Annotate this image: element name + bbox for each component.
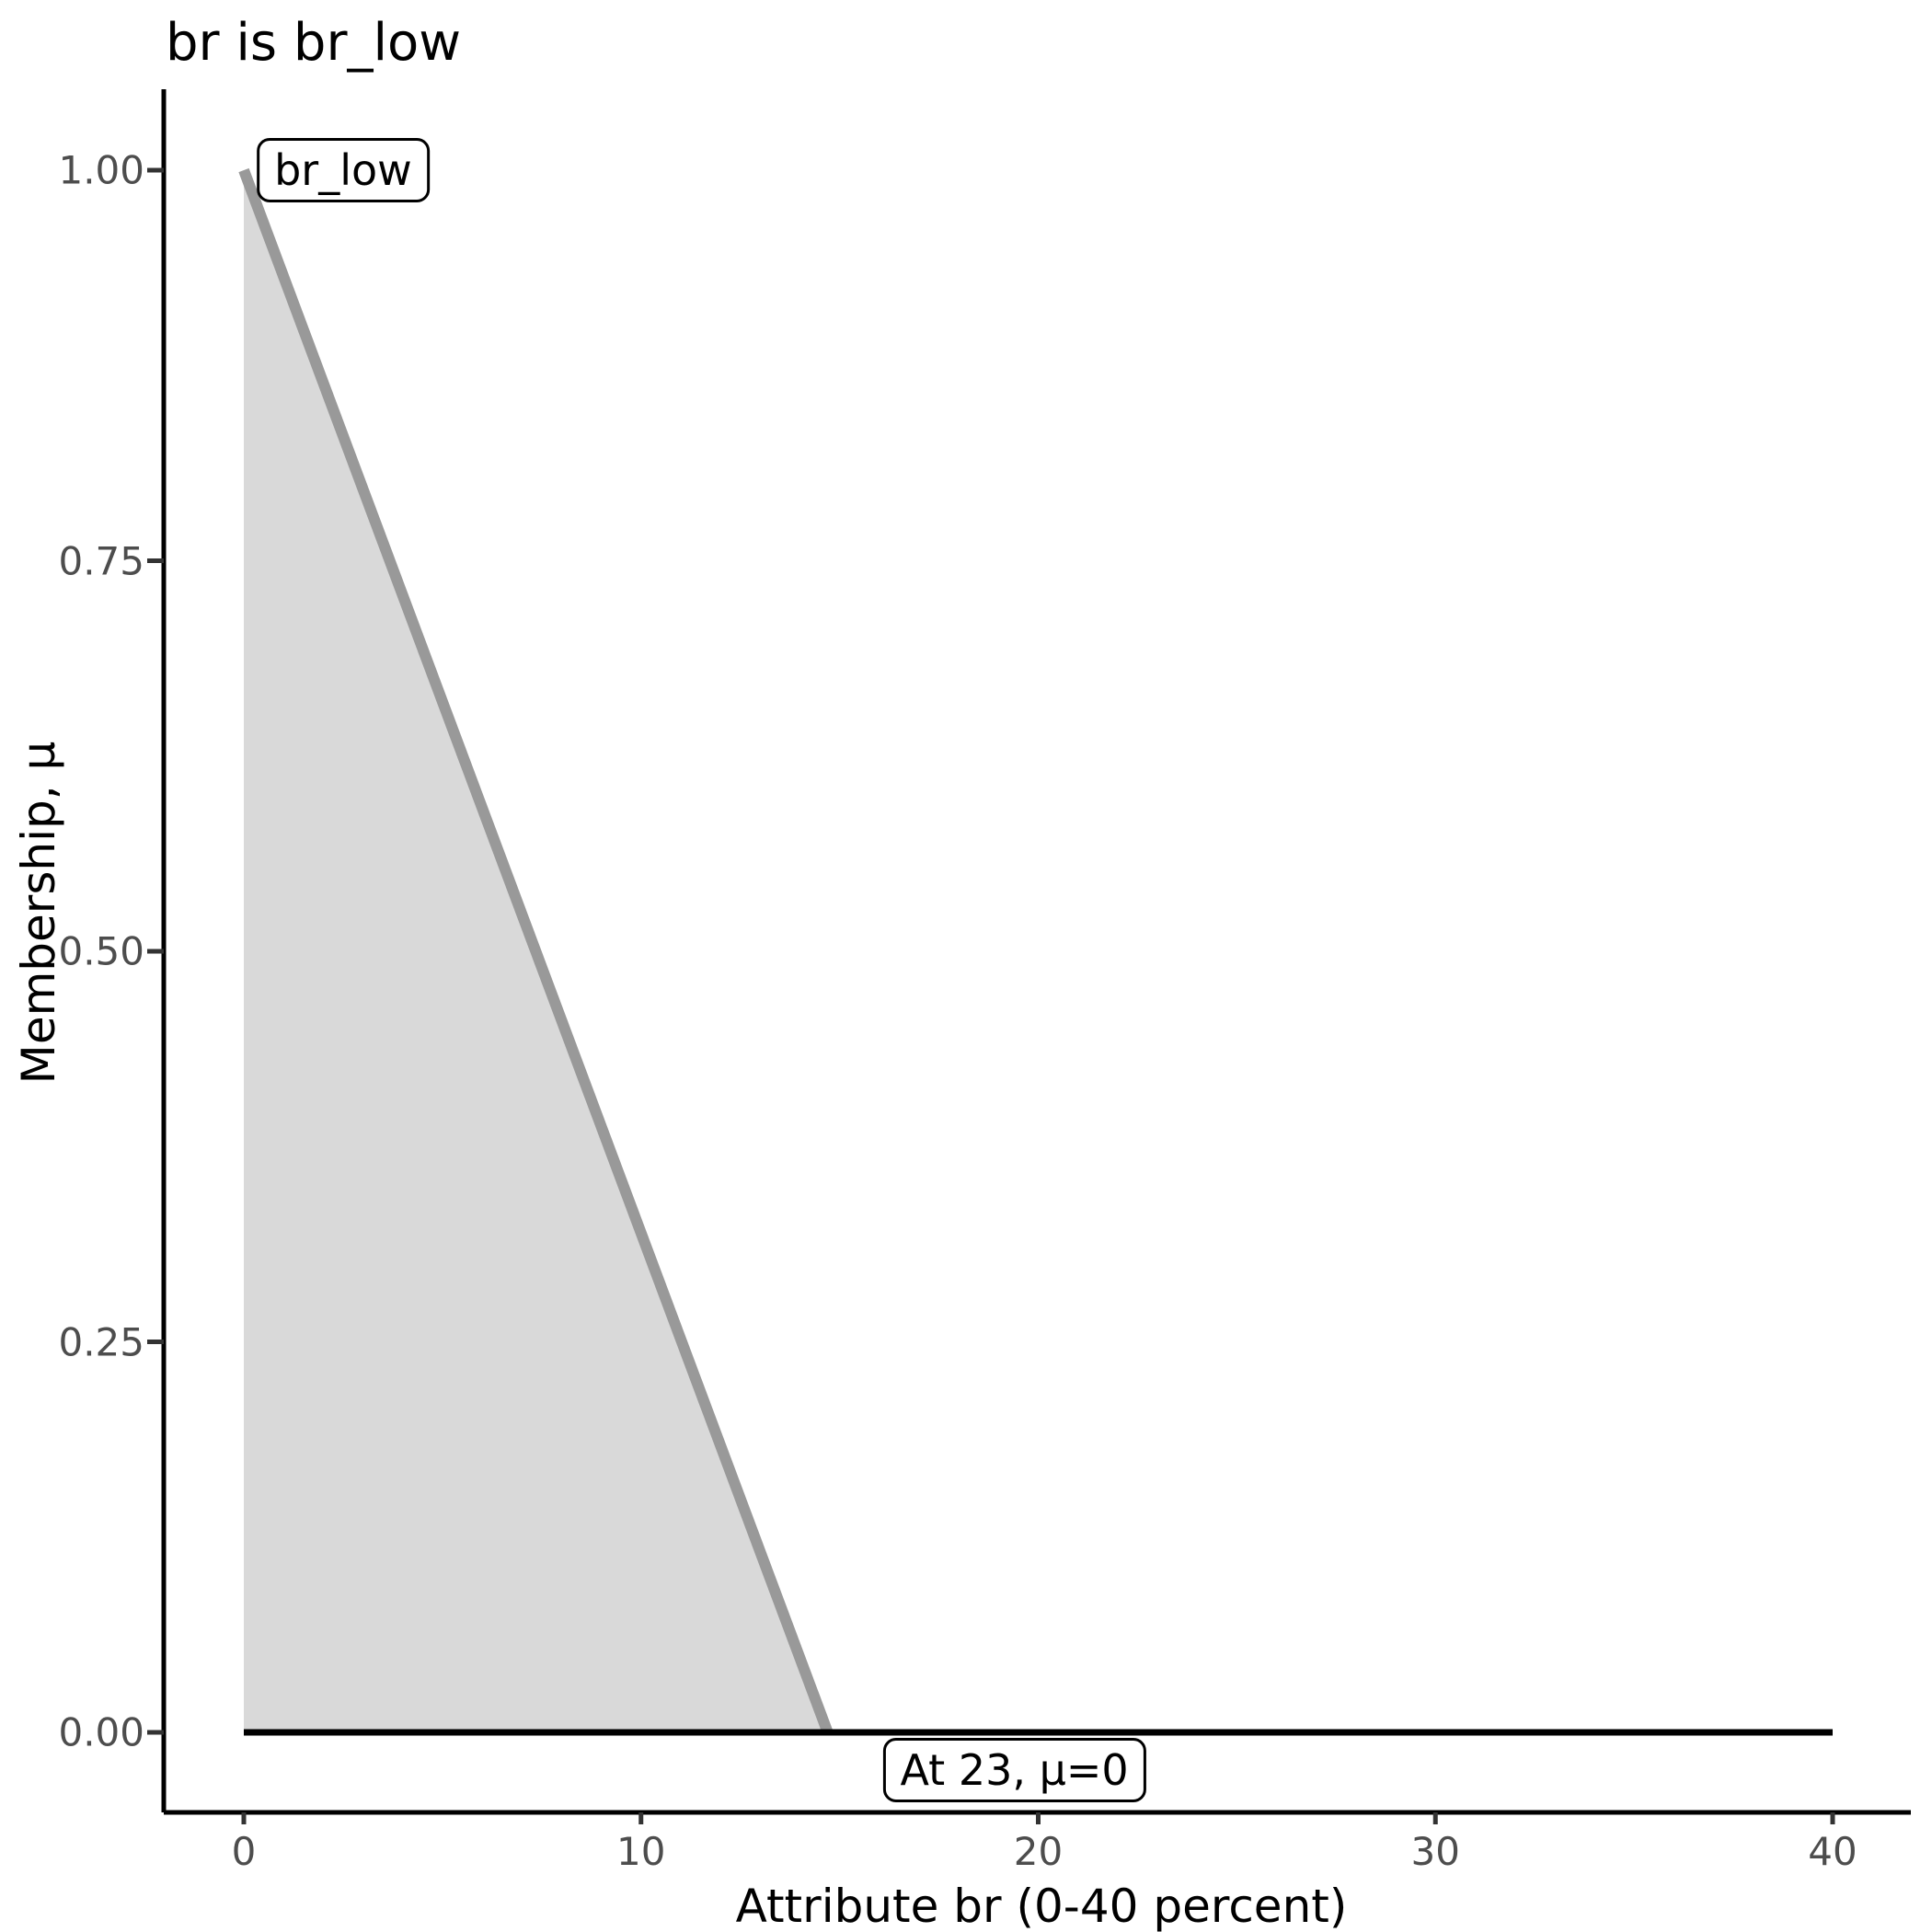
x-tick-label: 0	[231, 1829, 257, 1874]
y-tick-label: 0.75	[58, 538, 144, 583]
chart-title: br is br_low	[166, 13, 462, 73]
annotation-at-23: At 23, μ=0	[882, 1737, 1146, 1802]
y-tick-label: 1.00	[58, 147, 144, 193]
x-axis-title: Attribute br (0-40 percent)	[735, 1880, 1348, 1932]
x-tick-label: 10	[616, 1829, 666, 1874]
y-tick-label: 0.50	[58, 928, 144, 974]
annotation-br-low: br_low	[257, 138, 430, 202]
x-tick-label: 30	[1410, 1829, 1460, 1874]
membership-line	[238, 167, 834, 1735]
y-tick-label: 0.00	[58, 1709, 144, 1755]
x-tick-label: 20	[1013, 1829, 1064, 1874]
y-axis-title: Membership, μ	[12, 741, 65, 1085]
x-tick-label: 40	[1808, 1829, 1857, 1874]
y-tick-label: 0.25	[58, 1319, 144, 1364]
